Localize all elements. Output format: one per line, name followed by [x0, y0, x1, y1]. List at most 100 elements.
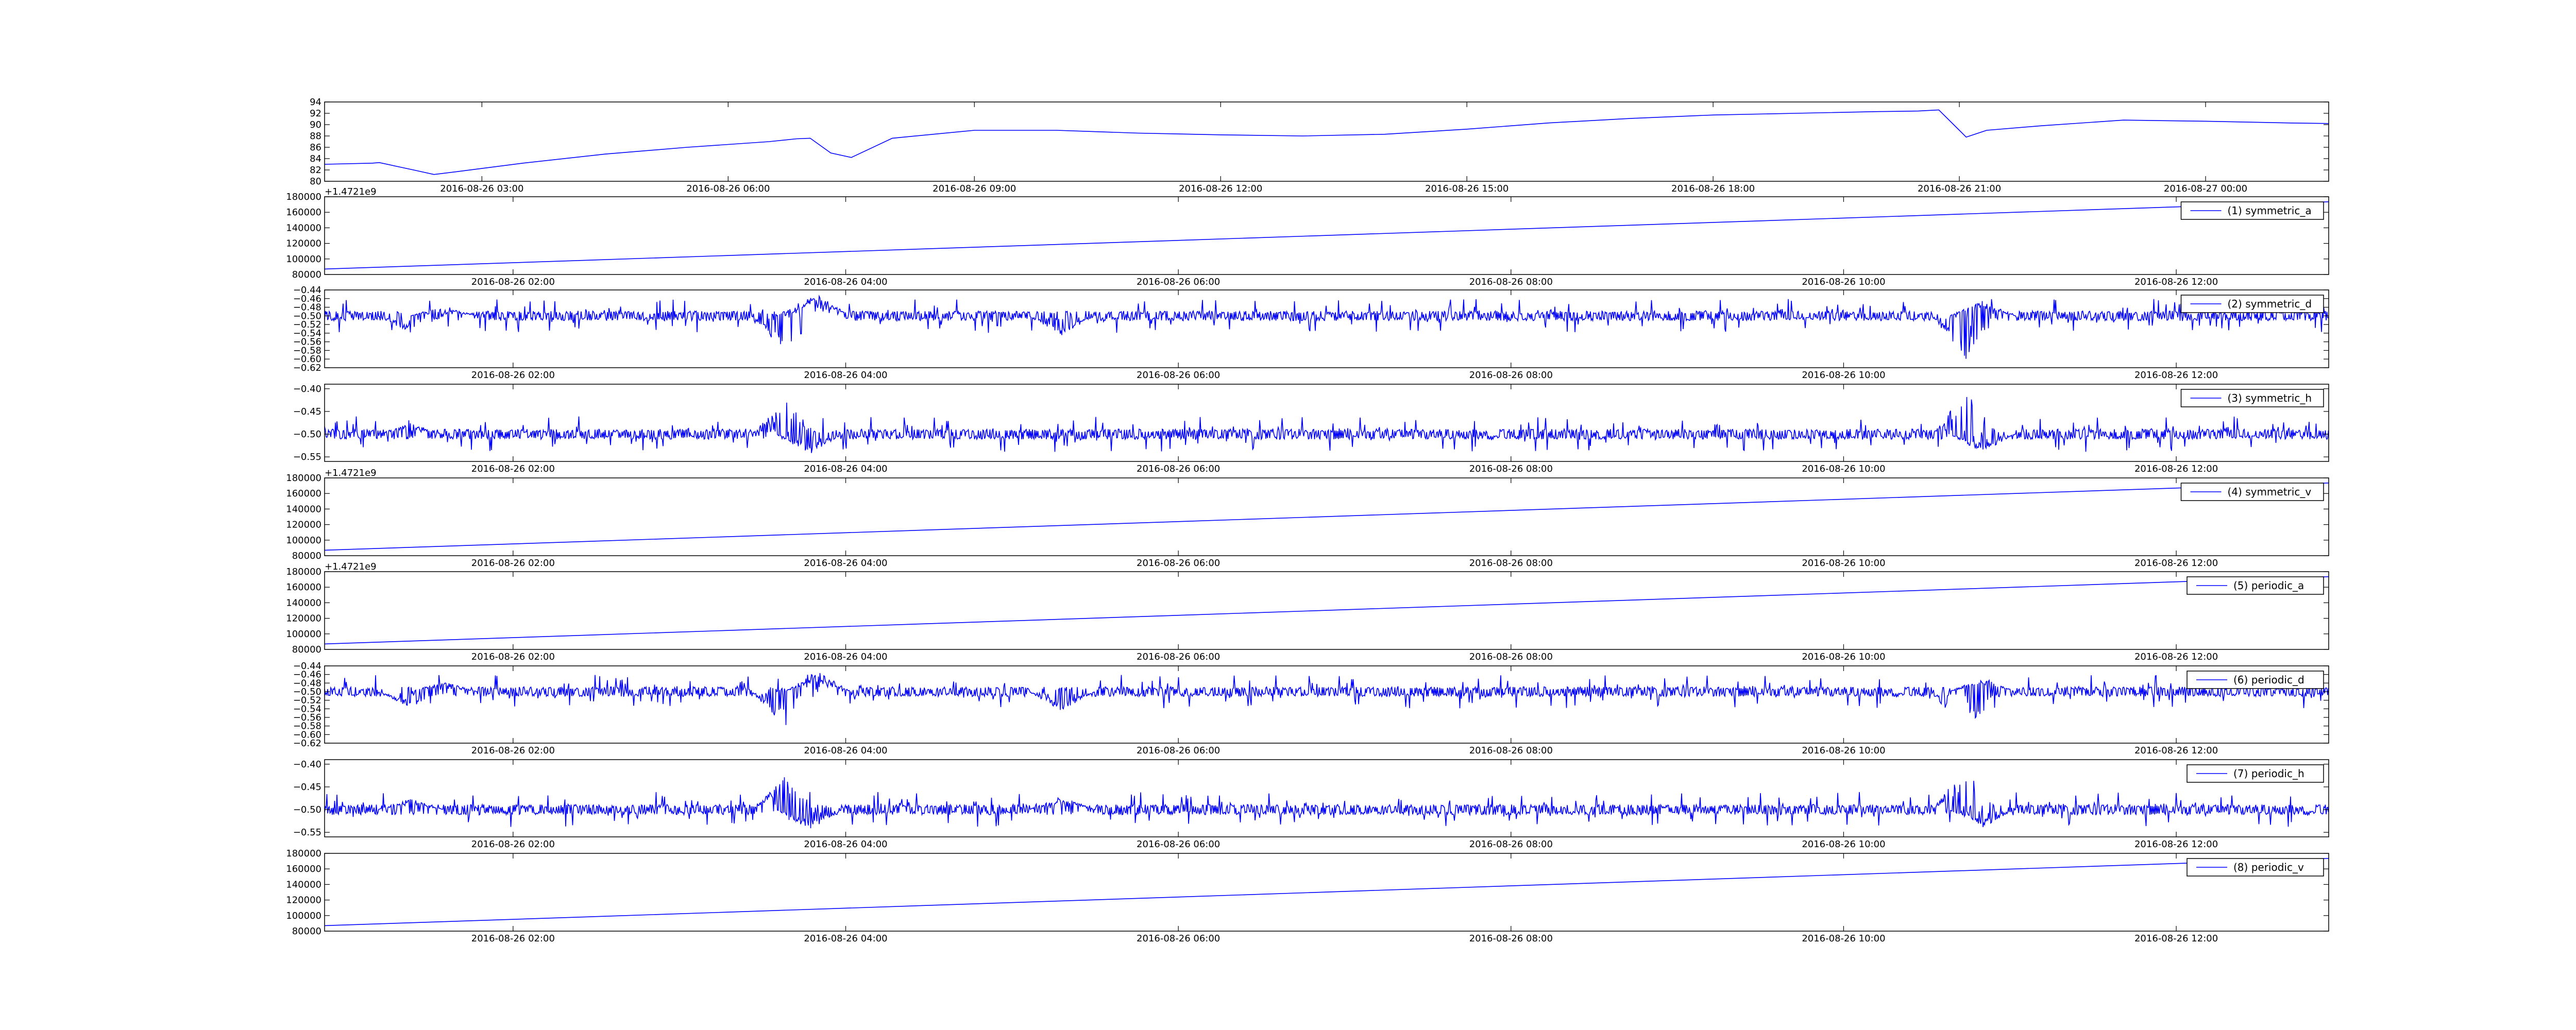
x-tick-label: 2016-08-26 12:00 [2134, 370, 2218, 381]
y-tick-label: 100000 [286, 254, 321, 265]
chart-panel-periodic_a: 80000 100000 120000 140000 160000 180000 2016-… [286, 561, 2329, 662]
y-tick-label: 180000 [286, 848, 321, 859]
y-tick-label: 80000 [292, 551, 321, 561]
y-tick-label: −0.52 [293, 319, 321, 330]
y-tick-label: −0.48 [293, 678, 321, 689]
y-tick-label: 100000 [286, 535, 321, 546]
y-tick-label: 120000 [286, 238, 321, 249]
legend: (7) periodic_h [2187, 764, 2324, 783]
y-tick-label: 92 [310, 108, 321, 119]
x-tick-label: 2016-08-26 06:00 [1137, 933, 1220, 944]
x-tick-label: 2016-08-26 18:00 [1671, 183, 1755, 194]
y-tick-label: −0.54 [293, 703, 321, 714]
x-tick-label: 2016-08-26 02:00 [471, 464, 555, 474]
y-tick-label: −0.58 [293, 721, 321, 732]
series-line-symmetric_a [324, 201, 2329, 270]
y-tick-label: 180000 [286, 192, 321, 202]
axis-offset-label: +1.4721e9 [325, 561, 377, 572]
y-tick-label: −0.44 [293, 285, 321, 296]
x-tick-label: 2016-08-26 02:00 [471, 651, 555, 662]
series-line-temperature [324, 109, 2329, 175]
y-tick-label: −0.56 [293, 712, 321, 723]
y-tick-label: 80000 [292, 926, 321, 937]
axes-frame [324, 477, 2329, 556]
x-tick-label: 2016-08-26 08:00 [1469, 651, 1553, 662]
axes-frame [324, 665, 2329, 744]
axis-offset-label: +1.4721e9 [325, 468, 377, 478]
x-tick-label: 2016-08-26 04:00 [804, 933, 887, 944]
x-tick-label: 2016-08-26 08:00 [1469, 839, 1553, 850]
x-tick-label: 2016-08-26 02:00 [471, 558, 555, 569]
x-tick-label: 2016-08-26 02:00 [471, 370, 555, 381]
legend-label: (6) periodic_d [2233, 674, 2304, 686]
y-tick-label: 120000 [286, 520, 321, 530]
x-tick-label: 2016-08-26 12:00 [1179, 183, 1262, 194]
axes-frame [324, 101, 2329, 182]
y-tick-label: −0.56 [293, 337, 321, 348]
x-tick-label: 2016-08-26 09:00 [933, 183, 1016, 194]
axes-frame [324, 853, 2329, 932]
x-tick-label: 2016-08-26 12:00 [2134, 839, 2218, 850]
y-tick-label: 86 [310, 142, 321, 153]
x-tick-label: 2016-08-26 08:00 [1469, 464, 1553, 474]
y-tick-label: −0.45 [293, 782, 321, 793]
chart-panel-periodic_v: 80000 100000 120000 140000 160000 180000 2016-… [286, 848, 2329, 944]
y-tick-label: 82 [310, 165, 321, 176]
y-tick-label: −0.55 [293, 452, 321, 462]
x-tick-label: 2016-08-26 04:00 [804, 277, 887, 287]
legend-label: (2) symmetric_d [2228, 298, 2312, 310]
x-tick-label: 2016-08-26 12:00 [2134, 558, 2218, 569]
x-tick-label: 2016-08-26 02:00 [471, 277, 555, 287]
legend: (8) periodic_v [2187, 858, 2324, 877]
y-tick-label: 180000 [286, 566, 321, 577]
y-tick-label: −0.45 [293, 406, 321, 417]
x-tick-label: 2016-08-26 02:00 [471, 839, 555, 850]
y-tick-label: 80 [310, 176, 321, 187]
x-tick-label: 2016-08-26 08:00 [1469, 933, 1553, 944]
x-tick-label: 2016-08-26 06:00 [1137, 745, 1220, 756]
x-tick-label: 2016-08-26 08:00 [1469, 277, 1553, 287]
y-tick-label: −0.62 [293, 738, 321, 749]
chart-panel-symmetric_a: 80000 100000 120000 140000 160000 180000 2016-… [286, 186, 2329, 287]
x-tick-label: 2016-08-26 08:00 [1469, 745, 1553, 756]
y-tick-label: 140000 [286, 222, 321, 233]
legend-box [2180, 483, 2324, 501]
y-tick-label: −0.50 [293, 311, 321, 321]
y-tick-label: −0.62 [293, 363, 321, 373]
legend-label: (1) symmetric_a [2228, 204, 2312, 217]
x-tick-label: 2016-08-26 10:00 [1802, 370, 1885, 381]
x-tick-label: 2016-08-26 10:00 [1802, 277, 1885, 287]
x-tick-label: 2016-08-26 12:00 [2134, 651, 2218, 662]
axes-frame [324, 759, 2329, 837]
legend: (5) periodic_a [2187, 576, 2324, 595]
y-tick-label: −0.40 [293, 384, 321, 394]
x-tick-label: 2016-08-26 10:00 [1802, 464, 1885, 474]
y-tick-label: −0.40 [293, 759, 321, 770]
y-tick-label: −0.50 [293, 686, 321, 697]
y-tick-label: 120000 [286, 895, 321, 906]
axes-frame [324, 196, 2329, 275]
series-line-symmetric_v [324, 483, 2329, 551]
series-line-periodic_h [324, 777, 2329, 829]
x-tick-label: 2016-08-26 04:00 [804, 651, 887, 662]
y-tick-label: 80000 [292, 644, 321, 655]
x-tick-label: 2016-08-26 21:00 [1918, 183, 2001, 194]
y-tick-label: 120000 [286, 613, 321, 624]
chart-panel-symmetric_h: −0.55 −0.50 −0.45 −0.40 2016-08-26 02:00 2016… [293, 384, 2329, 474]
series-line-periodic_v [324, 858, 2329, 926]
x-tick-label: 2016-08-26 06:00 [1137, 464, 1220, 474]
legend-label: (5) periodic_a [2233, 579, 2304, 592]
y-tick-label: 180000 [286, 473, 321, 484]
legend-label: (4) symmetric_v [2228, 486, 2312, 498]
y-tick-label: 140000 [286, 597, 321, 608]
x-tick-label: 2016-08-26 08:00 [1469, 558, 1553, 569]
y-tick-label: 84 [310, 153, 321, 164]
y-tick-label: −0.58 [293, 345, 321, 356]
x-tick-label: 2016-08-26 04:00 [804, 370, 887, 381]
y-tick-label: 100000 [286, 911, 321, 921]
y-tick-label: −0.48 [293, 302, 321, 313]
y-tick-label: −0.60 [293, 354, 321, 365]
legend-label: (7) periodic_h [2233, 767, 2304, 780]
